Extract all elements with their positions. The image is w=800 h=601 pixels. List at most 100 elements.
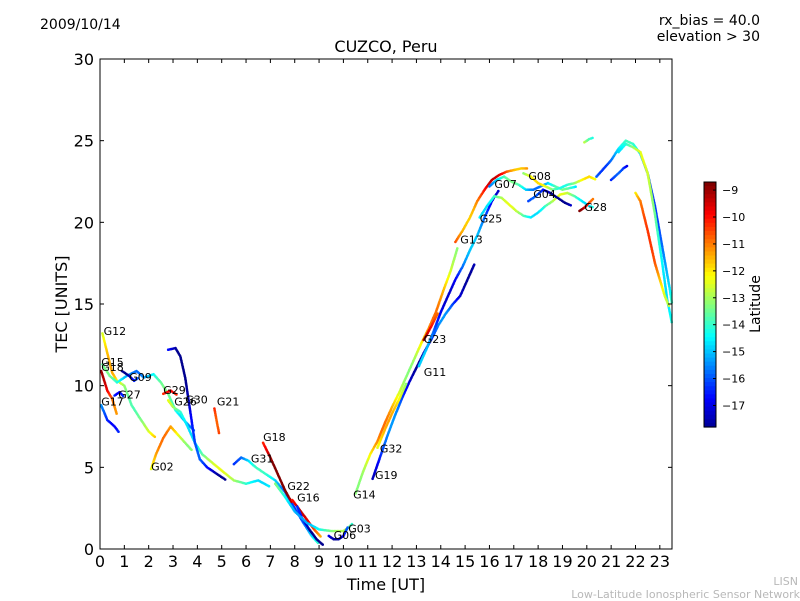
colorbar-segment [704,259,716,265]
satellite-label: G22 [287,480,310,493]
satellite-label: G16 [297,492,320,505]
series-g06 [327,526,349,541]
colorbar-segment [704,251,716,257]
series-g32 [376,382,408,450]
colorbar-segment [704,288,716,293]
colorbar-segment [704,198,716,204]
satellite-label: G28 [584,201,607,214]
data-point [436,312,439,315]
colorbar-segment [704,239,716,244]
series-g18 [99,369,118,415]
y-tick-label: 5 [84,458,94,477]
colorbar-segment [704,300,716,306]
colorbar-tick-label: −13 [722,292,745,305]
colorbar-segment [704,280,716,285]
y-tick-label: 15 [74,295,94,314]
satellite-label: G25 [480,212,503,225]
colorbar-segment [704,296,716,302]
x-tick-label: 2 [144,552,154,571]
colorbar-segment [704,202,716,208]
y-tick-label: 25 [74,132,94,151]
colorbar-tick-label: −17 [722,399,745,412]
series-g25 [478,191,594,219]
data-point [115,412,118,415]
date-label: 2009/10/14 [40,17,121,33]
x-tick-label: 0 [95,552,105,571]
colorbar-segment [704,292,716,297]
colorbar-segment [704,231,716,236]
colorbar-segment [704,304,716,310]
x-tick-label: 18 [528,552,548,571]
colorbar-segment [704,214,716,220]
data-point [217,431,221,435]
satellite-label: G12 [104,325,127,338]
satellite-label: G06 [334,529,357,542]
satellite-label: G07 [494,178,517,191]
satellite-label: G17 [101,395,124,408]
colorbar-segment [704,406,716,412]
series-g09 [120,369,139,383]
x-tick-label: 14 [431,552,451,571]
colorbar-segment [704,308,716,314]
series-top20 [583,136,594,144]
elevation-label: elevation > 30 [656,29,760,45]
x-tick-label: 6 [241,552,251,571]
colorbar-segment [704,337,716,342]
colorbar-tick-label: −10 [722,211,745,224]
satellite-label: G27 [118,389,141,402]
footer-line1: LISN [773,575,798,588]
x-tick-label: 23 [650,552,670,571]
x-tick-label: 10 [333,552,353,571]
satellite-label: G13 [460,234,483,247]
colorbar-segment [704,402,716,408]
footer-line2: Low-Latitude Ionospheric Sensor Network [571,588,800,601]
series-g07 [488,175,577,191]
x-tick-label: 11 [358,552,378,571]
colorbar: −9 −10 −11 −12 −13 −14 −15 −16 −17 [703,181,745,428]
satellite-label: G11 [424,366,447,379]
x-tick-label: 16 [479,552,499,571]
satellite-label: G26 [174,395,197,408]
series-g2z [634,191,671,308]
series-g03 [274,482,354,533]
colorbar-segment [704,324,716,330]
satellite-label: G14 [353,488,376,501]
colorbar-label: Latitude [748,275,764,333]
colorbar-segment [704,210,716,216]
colorbar-segment [704,194,716,199]
colorbar-segment [704,341,716,346]
colorbar-segment [704,361,716,367]
colorbar-tick-label: −11 [722,238,745,251]
colorbar-tick-label: −16 [722,373,745,386]
chart-title: CUZCO, Peru [334,37,437,56]
colorbar-tick-label: −14 [722,319,745,332]
data-point [117,430,120,434]
x-axis-label: Time [UT] [346,575,425,594]
colorbar-segment [704,263,716,269]
series-g04 [527,188,572,207]
series-g18b [261,441,293,504]
colorbar-segment [704,316,716,322]
data-point [591,205,594,209]
satellite-label: G32 [380,443,403,456]
colorbar-segment [704,320,716,326]
data-point [591,136,594,140]
series-g30 [166,346,227,481]
series-g28 [578,197,595,213]
colorbar-segment [704,357,716,363]
data-point [404,382,408,386]
y-axis-label: TEC [UNITS] [52,256,71,354]
x-tick-label: 1 [119,552,129,571]
colorbar-segment [704,373,716,379]
colorbar-segment [704,365,716,371]
data-point [346,526,349,529]
data-point [321,543,325,546]
series-g23 [422,312,439,342]
y-tick-label: 30 [74,50,94,69]
colorbar-segment [704,222,716,228]
series-g08 [522,172,597,191]
colorbar-segment [704,329,716,334]
series-g2w [609,164,629,182]
satellite-label: G15 [101,356,124,369]
colorbar-segment [704,414,716,420]
